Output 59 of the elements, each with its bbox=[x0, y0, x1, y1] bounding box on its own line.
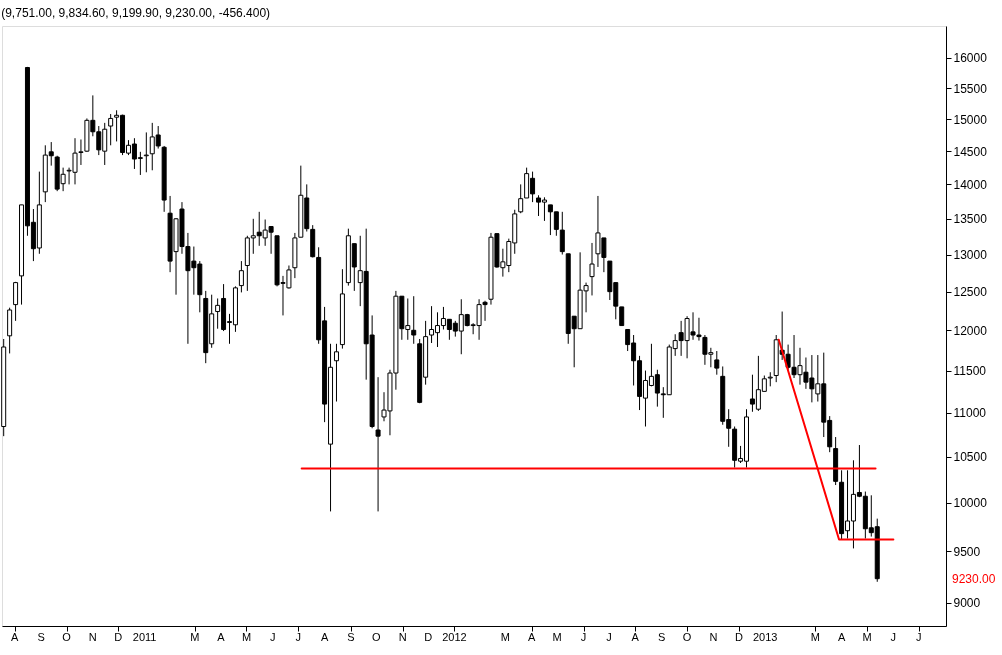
y-tick-label: 14500 bbox=[953, 144, 988, 159]
x-tick-label: J bbox=[270, 631, 276, 643]
x-tick-label: 2012 bbox=[442, 631, 467, 643]
y-tick-label: 15000 bbox=[953, 112, 988, 127]
y-tick-label: 16000 bbox=[953, 51, 988, 66]
x-tick-label: M bbox=[862, 631, 872, 643]
x-tick-label: J bbox=[580, 631, 587, 643]
x-tick-label: M bbox=[810, 631, 820, 643]
y-tick-label: 9500 bbox=[953, 544, 981, 559]
x-tick-label: M bbox=[552, 631, 562, 643]
chart-title: (9,751.00, 9,834.60, 9,199.90, 9,230.00, -456.400) bbox=[1, 6, 271, 20]
x-tick-label: A bbox=[217, 631, 226, 643]
x-tick-label: M bbox=[190, 631, 200, 643]
candlestick bbox=[589, 242, 595, 296]
x-tick-label: N bbox=[709, 631, 718, 643]
y-tick-label: 15500 bbox=[953, 81, 988, 96]
x-tick-label: D bbox=[734, 631, 743, 643]
x-tick-label: J bbox=[606, 631, 612, 643]
x-tick-label: J bbox=[916, 631, 922, 643]
x-tick-label: D bbox=[114, 631, 123, 643]
x-tick-label: A bbox=[11, 631, 20, 643]
y-tick-label: 11000 bbox=[953, 406, 987, 421]
x-tick-label: N bbox=[398, 631, 407, 643]
x-tick-label: A bbox=[320, 631, 329, 643]
y-tick-label: 12000 bbox=[953, 323, 988, 338]
x-tick-label: O bbox=[682, 631, 692, 643]
candlestick bbox=[333, 343, 339, 403]
candlestick bbox=[238, 260, 244, 293]
y-tick-label: 13000 bbox=[953, 248, 988, 263]
x-tick-label: O bbox=[62, 631, 72, 643]
candlestick bbox=[714, 350, 720, 376]
x-tick-label: J bbox=[295, 631, 302, 643]
candlestick bbox=[375, 376, 381, 512]
x-tick-label: J bbox=[890, 631, 897, 643]
y-tick-label: 11500 bbox=[953, 364, 987, 379]
x-tick-label: A bbox=[837, 631, 846, 643]
x-tick-label: D bbox=[424, 631, 433, 643]
x-tick-label: N bbox=[88, 631, 97, 643]
x-tick-label: 2011 bbox=[132, 631, 157, 643]
y-tick-label: 12500 bbox=[953, 285, 988, 300]
candlestick bbox=[13, 281, 19, 322]
candlestick bbox=[143, 131, 149, 173]
y-tick-label: 10000 bbox=[953, 496, 988, 511]
y-tick-label: 14000 bbox=[953, 177, 988, 192]
x-tick-label: S bbox=[37, 631, 45, 643]
x-tick-label: M bbox=[500, 631, 510, 643]
y-tick-label: 9000 bbox=[953, 596, 981, 611]
candlestick bbox=[108, 113, 114, 146]
candlestick bbox=[411, 295, 417, 345]
x-tick-label: S bbox=[657, 631, 666, 643]
y-tick-label: 10500 bbox=[953, 450, 988, 465]
x-tick-label: O bbox=[372, 631, 382, 643]
x-tick-label: A bbox=[631, 631, 640, 643]
x-tick-label: 2013 bbox=[752, 631, 778, 643]
y-tick-label: 13500 bbox=[953, 212, 988, 227]
x-tick-label: M bbox=[241, 631, 252, 643]
x-tick-label: A bbox=[528, 631, 537, 643]
text: 9230.00 bbox=[952, 571, 996, 586]
x-tick-label: S bbox=[347, 631, 355, 643]
